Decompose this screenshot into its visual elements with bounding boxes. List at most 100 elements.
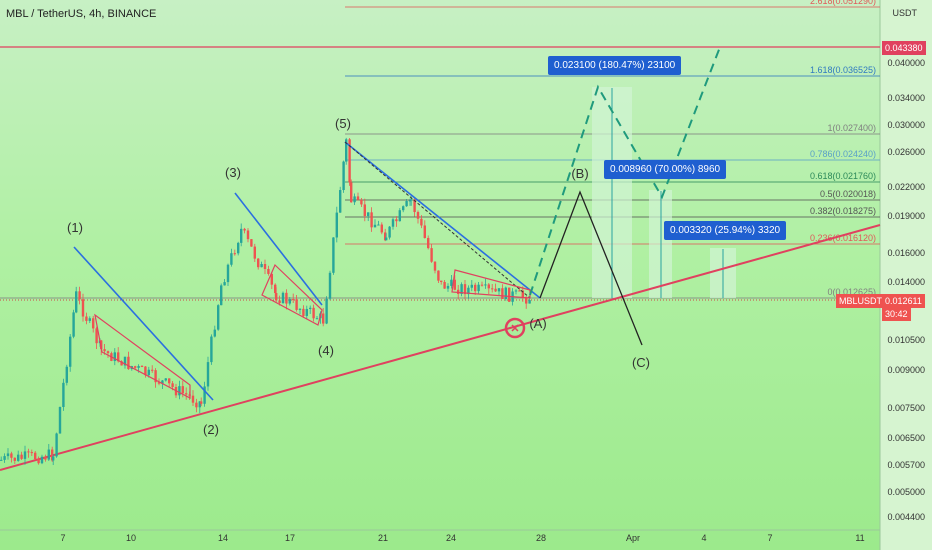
candle [312, 307, 315, 319]
wave-label: (2) [203, 422, 219, 437]
candle [85, 316, 88, 321]
candle [345, 139, 348, 162]
candle [37, 459, 40, 464]
candle [65, 366, 68, 383]
x-tick-label: 21 [378, 533, 388, 543]
candle [52, 456, 55, 461]
candle [325, 298, 328, 324]
candle [350, 182, 353, 203]
falling-wedge-2 [261, 263, 323, 326]
candle [140, 366, 144, 368]
fib-level-label: 1(0.027400) [827, 123, 876, 133]
fib-level-label: 0.236(0.016120) [810, 233, 876, 243]
x-tick-label: Apr [626, 533, 640, 543]
candle [443, 281, 446, 289]
candle [226, 264, 230, 283]
rising-trendline [0, 224, 881, 471]
candle [525, 297, 528, 304]
candle [117, 352, 120, 362]
candle [27, 451, 30, 453]
x-tick-label: 11 [855, 533, 864, 543]
candle [0, 459, 3, 461]
candle [168, 378, 171, 384]
candle [240, 228, 243, 243]
candle [463, 284, 467, 295]
candle [377, 224, 380, 226]
candle [161, 380, 164, 384]
candle [181, 386, 184, 394]
trendline-wave3 [234, 192, 323, 306]
candle [203, 386, 206, 404]
candle [315, 318, 319, 320]
fib-level-label: 2.618(0.051290) [810, 0, 876, 6]
candle [385, 237, 388, 241]
candle [348, 139, 351, 183]
candle [480, 284, 484, 286]
y-tick-label: 0.006500 [887, 433, 925, 443]
candle [427, 237, 430, 249]
candle [223, 282, 226, 286]
x-tick-label: 7 [60, 533, 65, 543]
candle [134, 366, 137, 368]
currency-label: USDT [893, 8, 918, 18]
candle [494, 288, 497, 292]
falling-wedge-3 [451, 269, 531, 299]
wave-label: (1) [67, 220, 83, 235]
candle [363, 204, 366, 216]
candle [501, 288, 504, 300]
candle [123, 356, 127, 366]
trendline-wave1 [73, 246, 214, 401]
candle [88, 318, 91, 321]
candle [237, 242, 240, 254]
wave-label: (C) [632, 355, 650, 370]
fib-level-label: 1.618(0.036525) [810, 65, 876, 75]
candle [281, 292, 285, 304]
candle [440, 280, 443, 282]
chart-title: MBL / TetherUS, 4h, BINANCE [6, 8, 157, 20]
candle [137, 366, 140, 368]
candle [298, 308, 302, 310]
candle [446, 285, 450, 289]
candle [410, 199, 413, 201]
y-tick-label: 0.040000 [887, 58, 925, 68]
candle [103, 349, 106, 352]
candle [195, 402, 198, 408]
candle [430, 248, 433, 262]
symbol-tag: MBLUSDT [836, 294, 886, 308]
trendline-wave5 [344, 141, 541, 299]
x-tick-label: 7 [767, 533, 772, 543]
y-tick-label: 0.019000 [887, 211, 925, 221]
candle [206, 362, 210, 387]
candle [275, 293, 278, 301]
candle [270, 273, 273, 285]
candle [423, 225, 426, 238]
candle [55, 433, 58, 457]
candle [370, 212, 373, 228]
candle [243, 228, 246, 231]
candle [47, 449, 50, 460]
candle [356, 196, 360, 200]
candle [322, 313, 325, 324]
x-tick-label: 10 [126, 533, 136, 543]
candle [217, 305, 220, 330]
candle [504, 287, 507, 300]
candle [420, 218, 423, 226]
candle [292, 299, 295, 301]
candle [185, 393, 188, 395]
y-tick-label: 0.034000 [887, 93, 925, 103]
candle [360, 199, 363, 205]
candle [437, 270, 440, 281]
falling-wedge-1 [94, 313, 191, 399]
candle [474, 284, 477, 292]
candle [491, 288, 494, 290]
candle [453, 279, 456, 290]
candle [250, 239, 253, 247]
x-tick-label: 14 [218, 533, 228, 543]
candle [257, 258, 260, 268]
candle [6, 453, 10, 457]
candle [78, 291, 81, 300]
candle [113, 352, 116, 361]
candle [339, 190, 342, 213]
candle [521, 290, 524, 298]
